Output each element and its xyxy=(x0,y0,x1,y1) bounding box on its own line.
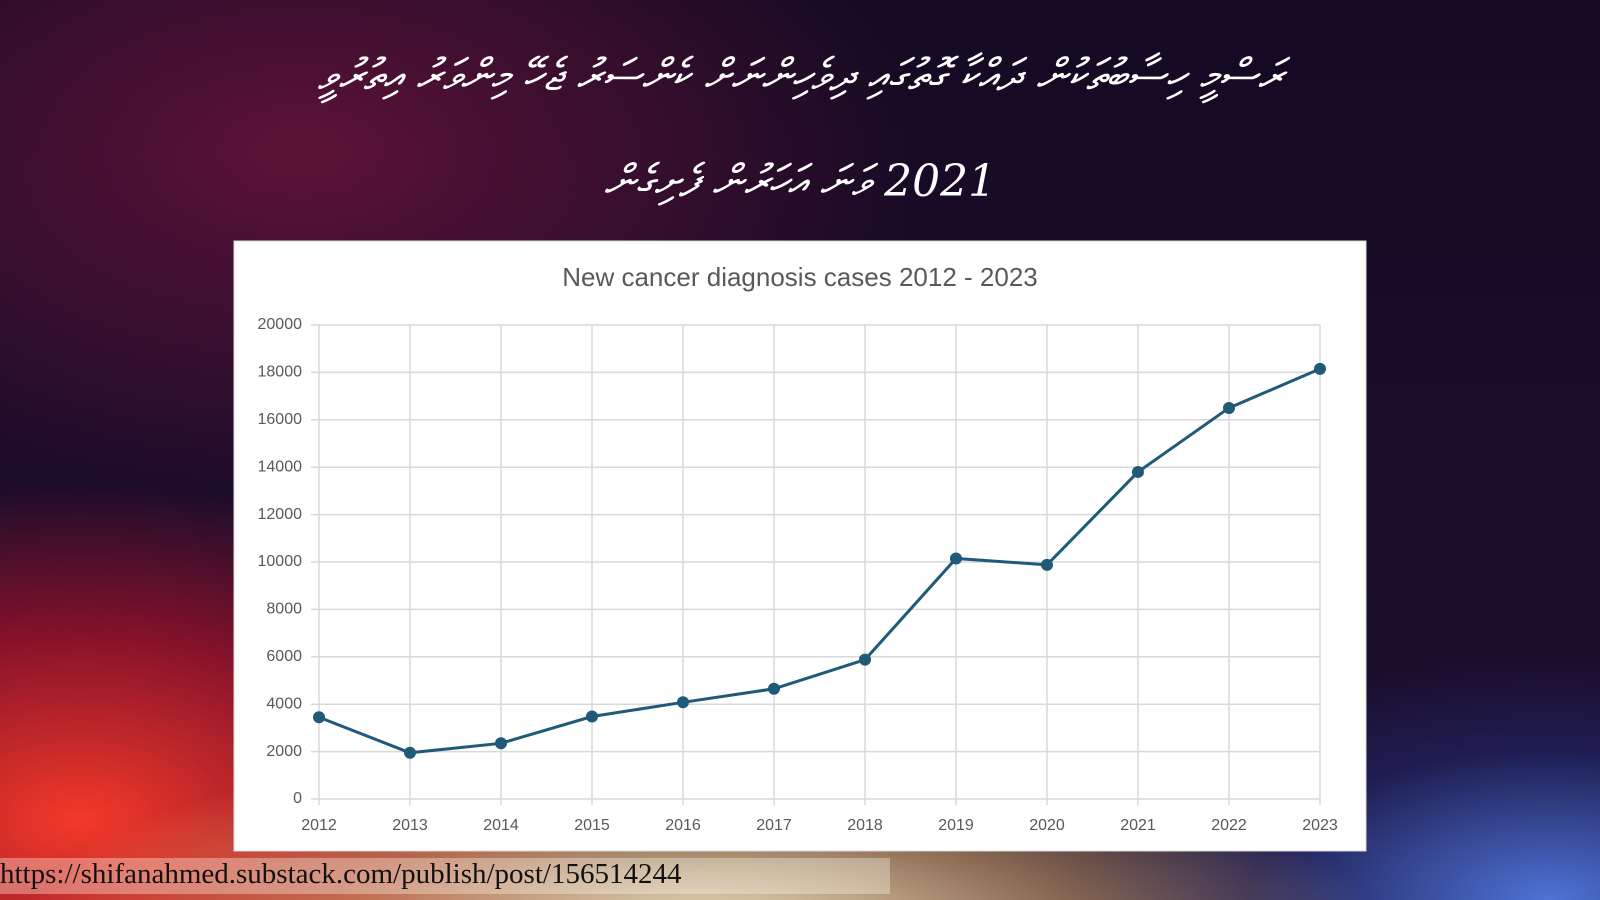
data-point xyxy=(1223,401,1235,414)
data-point xyxy=(677,696,689,709)
y-tick-label: 4000 xyxy=(266,695,302,712)
x-tick-label: 2021 xyxy=(1120,817,1156,834)
y-tick-label: 20000 xyxy=(258,316,303,333)
x-tick-label: 2019 xyxy=(938,817,974,834)
data-point xyxy=(1314,362,1326,375)
y-tick-label: 18000 xyxy=(258,364,303,381)
y-tick-label: 10000 xyxy=(258,553,303,570)
source-url: https://shifanahmed.substack.com/publish… xyxy=(0,858,682,890)
data-point xyxy=(1132,465,1144,478)
y-tick-label: 6000 xyxy=(266,648,302,665)
x-tick-label: 2012 xyxy=(301,817,337,834)
header-line: 2021 ވަނަ އަހަރުން ފެށިގެން xyxy=(604,156,996,207)
x-tick-label: 2016 xyxy=(665,817,701,834)
y-tick-label: 12000 xyxy=(258,506,303,523)
data-point xyxy=(1041,558,1053,571)
data-point xyxy=(586,710,598,723)
data-point xyxy=(313,711,325,724)
y-tick-label: 16000 xyxy=(258,411,303,428)
data-point xyxy=(768,682,780,695)
data-point xyxy=(495,737,507,750)
y-tick-label: 14000 xyxy=(258,458,303,475)
x-tick-label: 2020 xyxy=(1029,817,1065,834)
x-tick-label: 2017 xyxy=(756,817,792,834)
data-point xyxy=(404,746,416,759)
chart-box xyxy=(233,240,1367,852)
url-backdrop xyxy=(0,858,890,894)
data-point xyxy=(859,653,871,666)
x-tick-label: 2023 xyxy=(1302,817,1338,834)
chart-title: New cancer diagnosis cases 2012 - 2023 xyxy=(562,262,1038,292)
x-tick-label: 2013 xyxy=(392,817,428,834)
y-tick-label: 0 xyxy=(293,790,302,807)
y-tick-label: 2000 xyxy=(266,743,302,760)
y-tick-label: 8000 xyxy=(266,601,302,618)
x-tick-label: 2022 xyxy=(1211,817,1247,834)
x-tick-label: 2018 xyxy=(847,817,883,834)
x-tick-label: 2014 xyxy=(483,817,519,834)
data-point xyxy=(950,552,962,565)
data-line xyxy=(318,367,1321,755)
header-line: ރަސްމީ ހިސާބުތަކުން ދައްކާ ގޮތުގައި ދިވެ… xyxy=(318,50,1292,104)
x-tick-label: 2015 xyxy=(574,817,610,834)
